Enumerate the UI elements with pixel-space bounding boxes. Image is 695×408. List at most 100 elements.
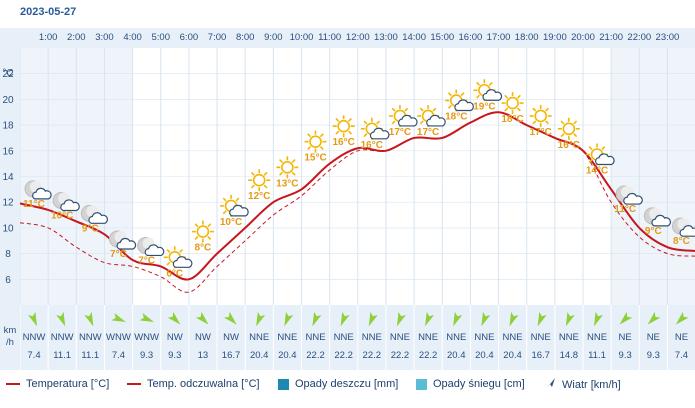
wind-arrow-icon bbox=[396, 311, 406, 327]
wind-arrow-icon bbox=[647, 311, 661, 325]
legend-feels-swatch bbox=[127, 383, 141, 385]
temp-label: 16°C bbox=[332, 137, 354, 148]
wind-direction: NNW bbox=[51, 332, 74, 343]
wind-arrow-icon bbox=[28, 311, 38, 327]
legend-temperature[interactable]: Temperatura [°C] bbox=[6, 378, 109, 390]
x-tick-label: 22:00 bbox=[627, 32, 651, 43]
legend-feels-like[interactable]: Temp. odczuwalna [°C] bbox=[127, 378, 260, 390]
wind-speed: 22.2 bbox=[306, 350, 325, 361]
wind-speed: 9.3 bbox=[647, 350, 660, 361]
legend-snow[interactable]: Opady śniegu [cm] bbox=[416, 378, 525, 390]
wind-arrow-icon bbox=[368, 311, 378, 327]
cloud-icon bbox=[623, 192, 643, 205]
y-tick-label: 16 bbox=[2, 146, 14, 157]
y-axis-band bbox=[0, 28, 20, 370]
y-tick-label: 6 bbox=[5, 275, 11, 286]
wind-speed: 16.7 bbox=[222, 350, 241, 361]
wind-speed: 9.3 bbox=[619, 350, 632, 361]
x-tick-label: 21:00 bbox=[599, 32, 623, 43]
wind-direction: NNE bbox=[418, 332, 438, 343]
temp-label: 7°C bbox=[110, 249, 127, 260]
wind-arrow-icon bbox=[675, 311, 689, 325]
temp-label: 15°C bbox=[304, 153, 326, 164]
temp-label: 16°C bbox=[361, 140, 383, 151]
wind-speed: 9.3 bbox=[140, 350, 153, 361]
y-tick-label: 10 bbox=[2, 223, 14, 234]
wind-arrow-icon bbox=[111, 313, 126, 323]
wind-direction: NNE bbox=[305, 332, 325, 343]
wind-speed: 7.4 bbox=[675, 350, 688, 361]
y-tick-label: 20 bbox=[2, 95, 14, 106]
y-tick-label: 12 bbox=[2, 198, 14, 209]
cloud-icon bbox=[144, 244, 165, 257]
wind-direction: NNE bbox=[474, 332, 494, 343]
wind-speed: 20.4 bbox=[447, 350, 466, 361]
cloud-icon bbox=[88, 212, 109, 224]
wind-arrow-icon bbox=[619, 311, 633, 325]
x-tick-label: 15:00 bbox=[430, 32, 454, 43]
temp-label: 11°C bbox=[23, 199, 45, 210]
chart-legend: Temperatura [°C] Temp. odczuwalna [°C] O… bbox=[0, 378, 695, 394]
x-tick-label: 13:00 bbox=[374, 32, 398, 43]
y-tick-label: 22 bbox=[2, 69, 14, 80]
x-tick-label: 19:00 bbox=[543, 32, 567, 43]
temp-label: 8°C bbox=[673, 236, 690, 247]
wind-arrow-icon bbox=[509, 311, 519, 327]
wind-arrow-icon bbox=[425, 311, 435, 327]
legend-rain[interactable]: Opady deszczu [mm] bbox=[278, 378, 398, 390]
wind-speed: 7.4 bbox=[27, 350, 40, 361]
wind-speed: 22.2 bbox=[419, 350, 438, 361]
cloud-icon bbox=[116, 237, 137, 250]
legend-snow-swatch bbox=[416, 378, 427, 390]
wind-direction: NNE bbox=[587, 332, 607, 343]
temp-label: 17°C bbox=[389, 127, 411, 138]
wind-speed: 11.1 bbox=[53, 350, 71, 361]
wind-direction: NNW bbox=[23, 332, 46, 343]
wind-arrow-icon bbox=[546, 378, 556, 392]
cloud-icon bbox=[426, 114, 446, 127]
x-tick-label: 20:00 bbox=[571, 32, 595, 43]
wind-arrow-icon bbox=[167, 311, 181, 325]
x-tick-label: 8:00 bbox=[236, 32, 255, 43]
wind-speed: 20.4 bbox=[475, 350, 494, 361]
temp-label: 9°C bbox=[82, 223, 99, 234]
wind-direction: NNE bbox=[249, 332, 269, 343]
temp-label: 18°C bbox=[501, 114, 523, 125]
x-tick-label: 14:00 bbox=[402, 32, 426, 43]
wind-direction: NNE bbox=[277, 332, 297, 343]
wind-direction: NNE bbox=[362, 332, 382, 343]
wind-arrow-icon bbox=[312, 311, 322, 327]
legend-rain-swatch bbox=[278, 378, 289, 390]
wind-speed: 16.7 bbox=[531, 350, 550, 361]
wind-arrow-icon bbox=[84, 311, 94, 327]
wind-direction: NW bbox=[223, 332, 239, 343]
wind-speed: 22.2 bbox=[334, 350, 353, 361]
temp-label: 17°C bbox=[417, 127, 439, 138]
wind-unit-km: km bbox=[4, 325, 17, 336]
x-tick-label: 2:00 bbox=[67, 32, 86, 43]
wind-arrow-icon bbox=[195, 311, 209, 325]
legend-rain-label: Opady deszczu [mm] bbox=[295, 378, 399, 390]
wind-unit-h: /h bbox=[6, 337, 14, 348]
time-axis-band bbox=[0, 28, 695, 48]
legend-wind[interactable]: Wiatr [km/h] bbox=[546, 378, 621, 392]
wind-speed: 20.4 bbox=[503, 350, 522, 361]
wind-direction: NNW bbox=[79, 332, 102, 343]
cloud-icon bbox=[454, 99, 474, 112]
legend-wind-label: Wiatr [km/h] bbox=[562, 379, 621, 391]
sun-icon bbox=[276, 156, 299, 179]
wind-arrow-icon bbox=[453, 311, 463, 327]
wind-speed: 14.8 bbox=[560, 350, 579, 361]
x-tick-label: 11:00 bbox=[318, 32, 341, 43]
temp-label: 9°C bbox=[645, 226, 662, 237]
wind-arrow-icon bbox=[565, 311, 575, 327]
wind-arrow-icon bbox=[223, 311, 237, 325]
legend-temp-label: Temperatura [°C] bbox=[26, 378, 110, 390]
x-tick-label: 10:00 bbox=[290, 32, 314, 43]
x-tick-label: 17:00 bbox=[487, 32, 511, 43]
sun-icon bbox=[529, 104, 552, 127]
temp-label: 18°C bbox=[445, 112, 467, 123]
forecast-date: 2023-05-27 bbox=[20, 6, 77, 18]
wind-direction: NNE bbox=[334, 332, 354, 343]
x-tick-label: 16:00 bbox=[459, 32, 483, 43]
